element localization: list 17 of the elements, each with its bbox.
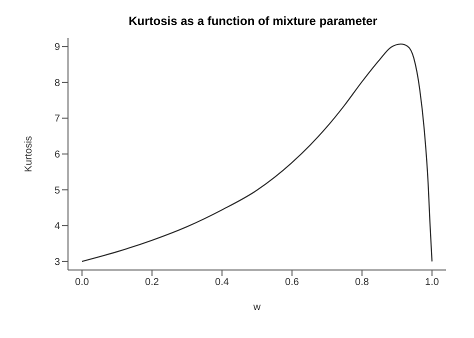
line-series (81, 43, 433, 262)
chart-title: Kurtosis as a function of mixture parameter (128, 14, 378, 28)
y-axis-title: Kurtosis (24, 136, 35, 172)
y-tick-label: 9 (54, 42, 60, 54)
y-tick-label: 5 (54, 185, 60, 196)
y-tick-label: 4 (54, 221, 60, 232)
x-tick-label: 0.2 (145, 277, 160, 288)
y-tick-label: 8 (54, 78, 60, 89)
y-tick-label: 6 (54, 150, 60, 161)
x-axis-title: w (252, 302, 262, 313)
x-tick-label: 0.4 (215, 277, 230, 288)
x-tick-label: 0.0 (75, 277, 90, 288)
x-tick-label: 0.8 (355, 277, 370, 288)
y-tick-label: 7 (54, 114, 60, 125)
x-tick-label: 0.6 (285, 277, 300, 288)
y-tick-label: 3 (54, 256, 60, 268)
x-tick-label: 1.0 (425, 277, 440, 288)
